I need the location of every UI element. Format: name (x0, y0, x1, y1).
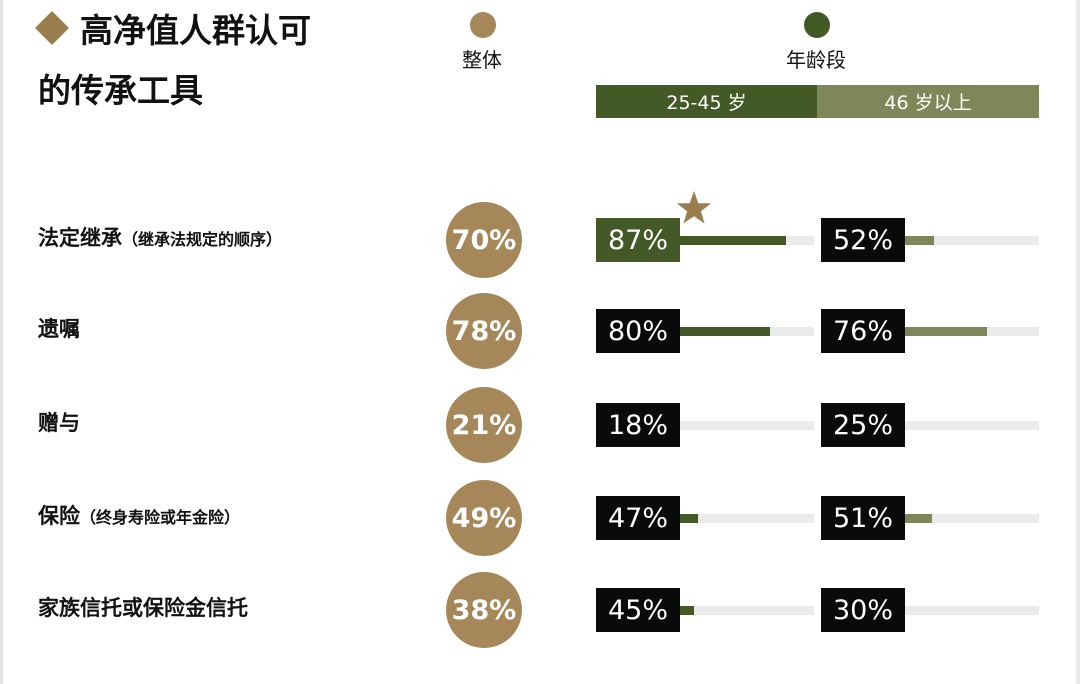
row-label-2: 遗嘱 (38, 319, 80, 340)
row-label-5: 家族信托或保险金信托 (38, 598, 248, 619)
left-edge-border (0, 0, 3, 684)
bar-fill-young (680, 606, 695, 615)
bar-fill-old (905, 236, 935, 245)
bar-fill-young (680, 327, 771, 336)
bar-fill-old (905, 514, 933, 523)
chart-title-line-1: 高净值人群认可 (80, 11, 311, 50)
row-label-4: 保险（终身寿险或年金险） (38, 506, 240, 527)
legend-overall-dot-icon (470, 12, 496, 38)
value-box-old: 52% (821, 218, 905, 262)
bar-fill-young (680, 236, 786, 245)
value-box-young: 80% (596, 309, 680, 353)
age-band-46-plus: 46 岁以上 (817, 85, 1039, 118)
value-box-old: 51% (821, 496, 905, 540)
bar-track-young (680, 421, 814, 430)
value-box-young: 47% (596, 496, 680, 540)
value-box-young: 45% (596, 588, 680, 632)
bar-track-young (680, 514, 814, 523)
row-label-note: （终身寿险或年金险） (80, 508, 241, 527)
bar-track-young (680, 327, 814, 336)
legend-age-group-label: 年龄段 (786, 48, 846, 72)
overall-value-circle: 70% (446, 202, 522, 278)
row-label-1: 法定继承（继承法规定的顺序） (38, 228, 282, 249)
star-icon (676, 191, 712, 224)
row-label-3: 赠与 (38, 413, 80, 434)
legend-age-group-dot-icon (804, 12, 830, 38)
right-edge-border (1076, 0, 1080, 684)
row-label-text: 遗嘱 (38, 317, 80, 341)
bar-fill-young (680, 514, 699, 523)
bar-track-young (680, 236, 814, 245)
chart-title-line-2: 的传承工具 (38, 71, 203, 110)
bar-track-old (905, 236, 1039, 245)
bar-track-young (680, 606, 814, 615)
value-box-old: 25% (821, 403, 905, 447)
value-box-young: 18% (596, 403, 680, 447)
row-label-text: 家族信托或保险金信托 (38, 596, 248, 620)
bar-fill-old (905, 327, 987, 336)
bar-track-old (905, 327, 1039, 336)
row-label-text: 保险 (38, 504, 80, 528)
bar-track-old (905, 606, 1039, 615)
row-label-text: 赠与 (38, 411, 80, 435)
legend-overall-label: 整体 (462, 48, 502, 72)
overall-value-circle: 21% (446, 387, 522, 463)
row-label-note: （继承法规定的顺序） (122, 230, 283, 249)
diamond-bullet-icon (35, 11, 69, 45)
age-band-25-45: 25-45 岁 (596, 85, 817, 118)
bar-track-old (905, 421, 1039, 430)
row-label-text: 法定继承 (38, 226, 122, 250)
overall-value-circle: 38% (446, 572, 522, 648)
value-box-old: 76% (821, 309, 905, 353)
value-box-old: 30% (821, 588, 905, 632)
overall-value-circle: 78% (446, 293, 522, 369)
value-box-young: 87% (596, 218, 680, 262)
bar-track-old (905, 514, 1039, 523)
overall-value-circle: 49% (446, 480, 522, 556)
